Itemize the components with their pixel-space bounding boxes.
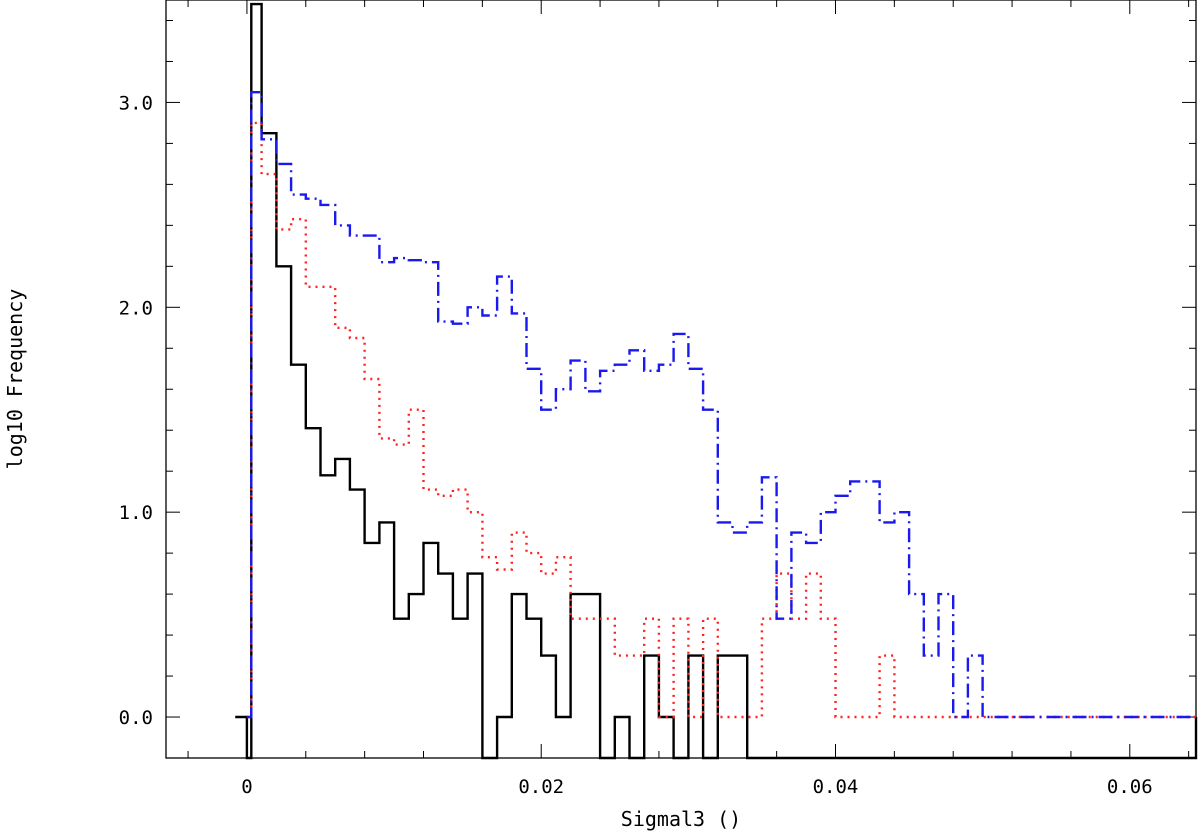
- plot-frame: [165, 0, 1197, 759]
- x-tick-label: 0.06: [1107, 776, 1153, 798]
- series-line-3: [246, 91, 1196, 719]
- x-tick-label: 0: [241, 776, 252, 798]
- series-line-2: [246, 121, 1196, 719]
- y-tick-label: 3.0: [119, 92, 153, 114]
- series-layer: [235, 2, 1198, 760]
- series-line-1: [235, 2, 1198, 760]
- x-tick-label: 0.04: [813, 776, 859, 798]
- y-axis-title: log10 Frequency: [3, 289, 27, 470]
- x-tick-label: 0.02: [518, 776, 564, 798]
- y-tick-label: 1.0: [119, 502, 153, 524]
- y-tick-label: 0.0: [119, 707, 153, 729]
- tick-labels: 0 0.02 0.04 0.06 0.0 1.0 2.0 3.0: [119, 92, 1153, 798]
- axis-ticks: [166, 0, 1196, 759]
- y-tick-label: 2.0: [119, 297, 153, 319]
- x-axis-title: Sigmal3 (): [621, 807, 741, 831]
